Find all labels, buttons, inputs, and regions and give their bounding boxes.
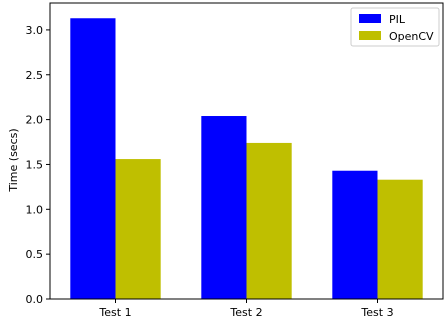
bars-layer [70, 18, 423, 300]
legend-swatch-opencv [359, 31, 381, 40]
bar-pil-3 [332, 170, 378, 299]
x-tick-label: Test 2 [229, 306, 262, 319]
bar-opencv-2 [246, 142, 292, 299]
legend-swatch-pil [359, 14, 381, 23]
bar-opencv-1 [115, 159, 161, 299]
legend-label-pil: PIL [389, 13, 406, 26]
y-tick-label: 3.0 [26, 24, 44, 37]
legend-label-opencv: OpenCV [389, 30, 434, 43]
bar-pil-2 [201, 116, 247, 300]
x-tick-label: Test 1 [98, 306, 131, 319]
ticks-layer: 0.0 0.5 1.0 1.5 2.0 2.5 3.0 Test 1 Test 2 Test 3 [26, 24, 394, 319]
x-tick-label: Test 3 [360, 306, 393, 319]
y-tick-label: 2.5 [26, 69, 44, 82]
y-tick-label: 1.0 [26, 203, 44, 216]
y-tick-label: 0.0 [26, 293, 44, 306]
bar-pil-1 [70, 18, 116, 299]
legend: PIL OpenCV [350, 7, 440, 47]
y-tick-label: 1.5 [26, 158, 44, 171]
y-tick-label: 2.0 [26, 114, 44, 127]
y-tick-label: 0.5 [26, 248, 44, 261]
y-axis-label: Time (secs) [7, 128, 20, 192]
bar-opencv-3 [377, 179, 423, 299]
